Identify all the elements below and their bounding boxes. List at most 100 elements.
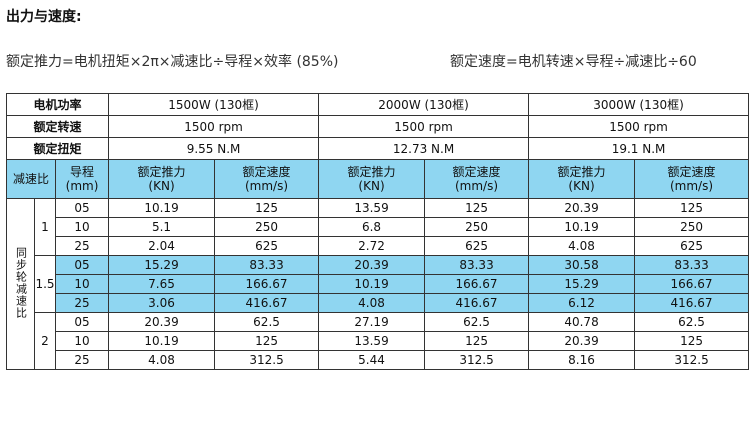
thrust-cell: 5.1 bbox=[108, 217, 216, 237]
speed-cell: 83.33 bbox=[214, 255, 320, 275]
lead-cell: 25 bbox=[54, 350, 110, 370]
thrust-cell: 6.8 bbox=[318, 217, 426, 237]
lead-cell: 10 bbox=[54, 217, 110, 237]
ratio-cell: 1.5 bbox=[34, 255, 56, 313]
rated-torque-row: 额定扭矩 9.55 N.M 12.73 N.M 19.1 N.M bbox=[5, 137, 750, 160]
spec-table: 电机功率 1500W (130框) 2000W (130框) 3000W (13… bbox=[5, 93, 750, 370]
speed-cell: 312.5 bbox=[424, 350, 530, 370]
speed-cell: 250 bbox=[424, 217, 530, 237]
speed-cell: 83.33 bbox=[634, 255, 750, 275]
speed-cell: 312.5 bbox=[214, 350, 320, 370]
lead-cell: 25 bbox=[54, 236, 110, 256]
speed-cell: 62.5 bbox=[214, 312, 320, 332]
table-row: 10 7.65 166.67 10.19 166.67 15.29 166.67 bbox=[7, 274, 750, 294]
lead-cell: 10 bbox=[54, 274, 110, 294]
thrust-cell: 4.08 bbox=[528, 236, 636, 256]
speed-cell: 416.67 bbox=[634, 293, 750, 313]
table-row: 10 5.1 250 6.8 250 10.19 250 bbox=[7, 217, 750, 237]
speed-cell: 625 bbox=[214, 236, 320, 256]
thrust-cell: 10.19 bbox=[108, 331, 216, 351]
rated-speed-label: 额定转速 bbox=[5, 115, 110, 138]
thrust-cell: 20.39 bbox=[318, 255, 426, 275]
rated-torque-3000: 19.1 N.M bbox=[528, 137, 750, 160]
motor-power-label: 电机功率 bbox=[5, 93, 110, 116]
speed-cell: 125 bbox=[214, 331, 320, 351]
table-body: 同步轮减速比 1 05 10.19 125 13.59 125 20.39 125 10 5.1 25… bbox=[6, 198, 750, 370]
group-label-text: 同步轮减速比 bbox=[14, 246, 28, 319]
speed-cell: 62.5 bbox=[634, 312, 750, 332]
speed-cell: 312.5 bbox=[634, 350, 750, 370]
rated-torque-1500: 9.55 N.M bbox=[108, 137, 320, 160]
speed-cell: 83.33 bbox=[424, 255, 530, 275]
thrust-cell: 10.19 bbox=[528, 217, 636, 237]
speed-cell: 166.67 bbox=[424, 274, 530, 294]
column-header-row: 减速比 导程 (mm) 额定推力 (KN) 额定速度 (mm/s) 额定推力 (… bbox=[6, 159, 750, 199]
rated-torque-label: 额定扭矩 bbox=[5, 137, 110, 160]
table-row: 25 2.04 625 2.72 625 4.08 625 bbox=[7, 236, 750, 256]
lead-cell: 10 bbox=[54, 331, 110, 351]
table-row: 1.5 05 15.29 83.33 20.39 83.33 30.58 83.33 bbox=[7, 255, 750, 313]
speed-cell: 125 bbox=[634, 198, 750, 218]
thrust-cell: 40.78 bbox=[528, 312, 636, 332]
motor-power-row: 电机功率 1500W (130框) 2000W (130框) 3000W (13… bbox=[5, 93, 750, 116]
table-row: 10 10.19 125 13.59 125 20.39 125 bbox=[7, 331, 750, 351]
speed-header: 额定速度 (mm/s) bbox=[424, 159, 530, 199]
lead-cell: 05 bbox=[54, 255, 110, 275]
speed-cell: 625 bbox=[424, 236, 530, 256]
lead-cell: 25 bbox=[54, 293, 110, 313]
table-row: 2 05 20.39 62.5 27.19 62.5 40.78 62.5 bbox=[7, 312, 750, 370]
speed-formula: 额定速度=电机转速×导程÷减速比÷60 bbox=[450, 54, 697, 70]
speed-cell: 125 bbox=[424, 331, 530, 351]
thrust-formula: 额定推力=电机扭矩×2π×减速比÷导程×效率 (85%) bbox=[6, 54, 339, 70]
thrust-cell: 13.59 bbox=[318, 331, 426, 351]
thrust-cell: 8.16 bbox=[528, 350, 636, 370]
thrust-cell: 20.39 bbox=[528, 198, 636, 218]
rated-speed-1500: 1500 rpm bbox=[108, 115, 320, 138]
thrust-cell: 5.44 bbox=[318, 350, 426, 370]
speed-cell: 166.67 bbox=[634, 274, 750, 294]
thrust-cell: 4.08 bbox=[318, 293, 426, 313]
thrust-cell: 2.72 bbox=[318, 236, 426, 256]
thrust-cell: 6.12 bbox=[528, 293, 636, 313]
section-title: 出力与速度: bbox=[6, 9, 82, 25]
ratio-cell: 1 bbox=[34, 198, 56, 256]
table-row: 25 3.06 416.67 4.08 416.67 6.12 416.67 bbox=[7, 293, 750, 313]
thrust-header: 额定推力 (KN) bbox=[528, 159, 636, 199]
speed-cell: 125 bbox=[634, 331, 750, 351]
rated-speed-row: 额定转速 1500 rpm 1500 rpm 1500 rpm bbox=[5, 115, 750, 138]
thrust-cell: 15.29 bbox=[528, 274, 636, 294]
lead-cell: 05 bbox=[54, 312, 110, 332]
lead-cell: 05 bbox=[54, 198, 110, 218]
thrust-cell: 7.65 bbox=[108, 274, 216, 294]
motor-power-3000: 3000W (130框) bbox=[528, 93, 750, 116]
thrust-cell: 15.29 bbox=[108, 255, 216, 275]
thrust-cell: 20.39 bbox=[528, 331, 636, 351]
thrust-cell: 30.58 bbox=[528, 255, 636, 275]
rated-speed-2000: 1500 rpm bbox=[318, 115, 530, 138]
speed-header: 额定速度 (mm/s) bbox=[214, 159, 320, 199]
rated-speed-3000: 1500 rpm bbox=[528, 115, 750, 138]
thrust-header: 额定推力 (KN) bbox=[108, 159, 216, 199]
motor-power-1500: 1500W (130框) bbox=[108, 93, 320, 116]
thrust-cell: 13.59 bbox=[318, 198, 426, 218]
lead-header: 导程 (mm) bbox=[54, 159, 110, 199]
speed-header: 额定速度 (mm/s) bbox=[634, 159, 750, 199]
speed-cell: 250 bbox=[634, 217, 750, 237]
speed-cell: 250 bbox=[214, 217, 320, 237]
thrust-header: 额定推力 (KN) bbox=[318, 159, 426, 199]
thrust-cell: 27.19 bbox=[318, 312, 426, 332]
speed-cell: 416.67 bbox=[424, 293, 530, 313]
speed-cell: 125 bbox=[214, 198, 320, 218]
table-row: 同步轮减速比 1 05 10.19 125 13.59 125 20.39 125 bbox=[6, 198, 750, 370]
speed-cell: 125 bbox=[424, 198, 530, 218]
speed-cell: 166.67 bbox=[214, 274, 320, 294]
thrust-cell: 10.19 bbox=[318, 274, 426, 294]
speed-cell: 625 bbox=[634, 236, 750, 256]
ratio-cell: 2 bbox=[34, 312, 56, 370]
motor-power-2000: 2000W (130框) bbox=[318, 93, 530, 116]
thrust-cell: 20.39 bbox=[108, 312, 216, 332]
thrust-cell: 10.19 bbox=[108, 198, 216, 218]
speed-cell: 62.5 bbox=[424, 312, 530, 332]
thrust-cell: 2.04 bbox=[108, 236, 216, 256]
rated-torque-2000: 12.73 N.M bbox=[318, 137, 530, 160]
